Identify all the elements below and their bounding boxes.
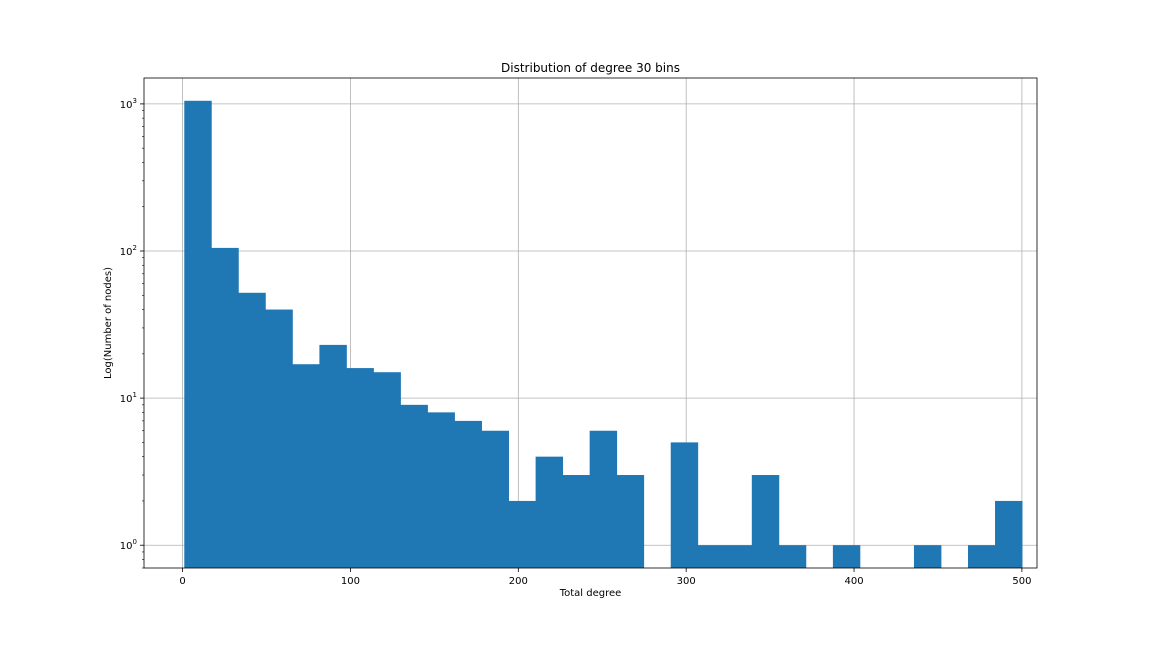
x-tick-label: 500 xyxy=(1012,576,1031,587)
x-tick-label: 200 xyxy=(509,576,528,587)
histogram-bar xyxy=(670,442,699,568)
histogram-bar xyxy=(562,475,591,568)
histogram-bar xyxy=(373,372,401,568)
histogram-bar xyxy=(589,430,618,568)
histogram-bar xyxy=(968,545,996,568)
histogram-bar xyxy=(778,545,807,568)
histogram-bar xyxy=(724,545,753,568)
histogram-bar xyxy=(616,475,645,568)
x-tick-label: 400 xyxy=(844,576,863,587)
histogram-bar xyxy=(427,412,455,568)
x-tick-label: 100 xyxy=(341,576,360,587)
histogram-bar xyxy=(265,309,293,568)
x-tick-label: 0 xyxy=(179,576,185,587)
y-axis-ticks: 100 101 102 103 xyxy=(120,97,144,569)
y-tick-label: 102 xyxy=(120,244,137,258)
histogram-bar xyxy=(454,420,482,568)
histogram-bar xyxy=(211,247,239,568)
histogram-bar xyxy=(319,344,347,568)
histogram-bar xyxy=(292,364,320,568)
y-tick-label: 100 xyxy=(120,538,137,552)
x-axis-ticks: 0 100 200 300 400 500 xyxy=(179,568,1031,587)
y-axis-label: Log(Number of nodes) xyxy=(103,267,114,379)
bars xyxy=(184,100,1023,568)
histogram-bar xyxy=(995,500,1023,568)
histogram-bar xyxy=(238,292,266,568)
histogram-bar xyxy=(508,500,537,568)
histogram-bar xyxy=(346,368,374,568)
chart-title: Distribution of degree 30 bins xyxy=(501,61,680,75)
histogram-bar xyxy=(184,100,212,568)
histogram-bar xyxy=(535,456,564,568)
y-tick-label: 101 xyxy=(120,391,137,405)
histogram-bar xyxy=(913,545,942,568)
x-tick-label: 300 xyxy=(677,576,696,587)
x-axis-label: Total degree xyxy=(559,588,622,599)
histogram-bar xyxy=(751,475,780,568)
histogram-bar xyxy=(400,404,428,568)
histogram-bar xyxy=(697,545,726,568)
y-tick-label: 103 xyxy=(120,97,137,111)
plot-frame xyxy=(143,77,1038,569)
histogram-bar xyxy=(832,545,861,568)
histogram-bar xyxy=(481,430,509,568)
